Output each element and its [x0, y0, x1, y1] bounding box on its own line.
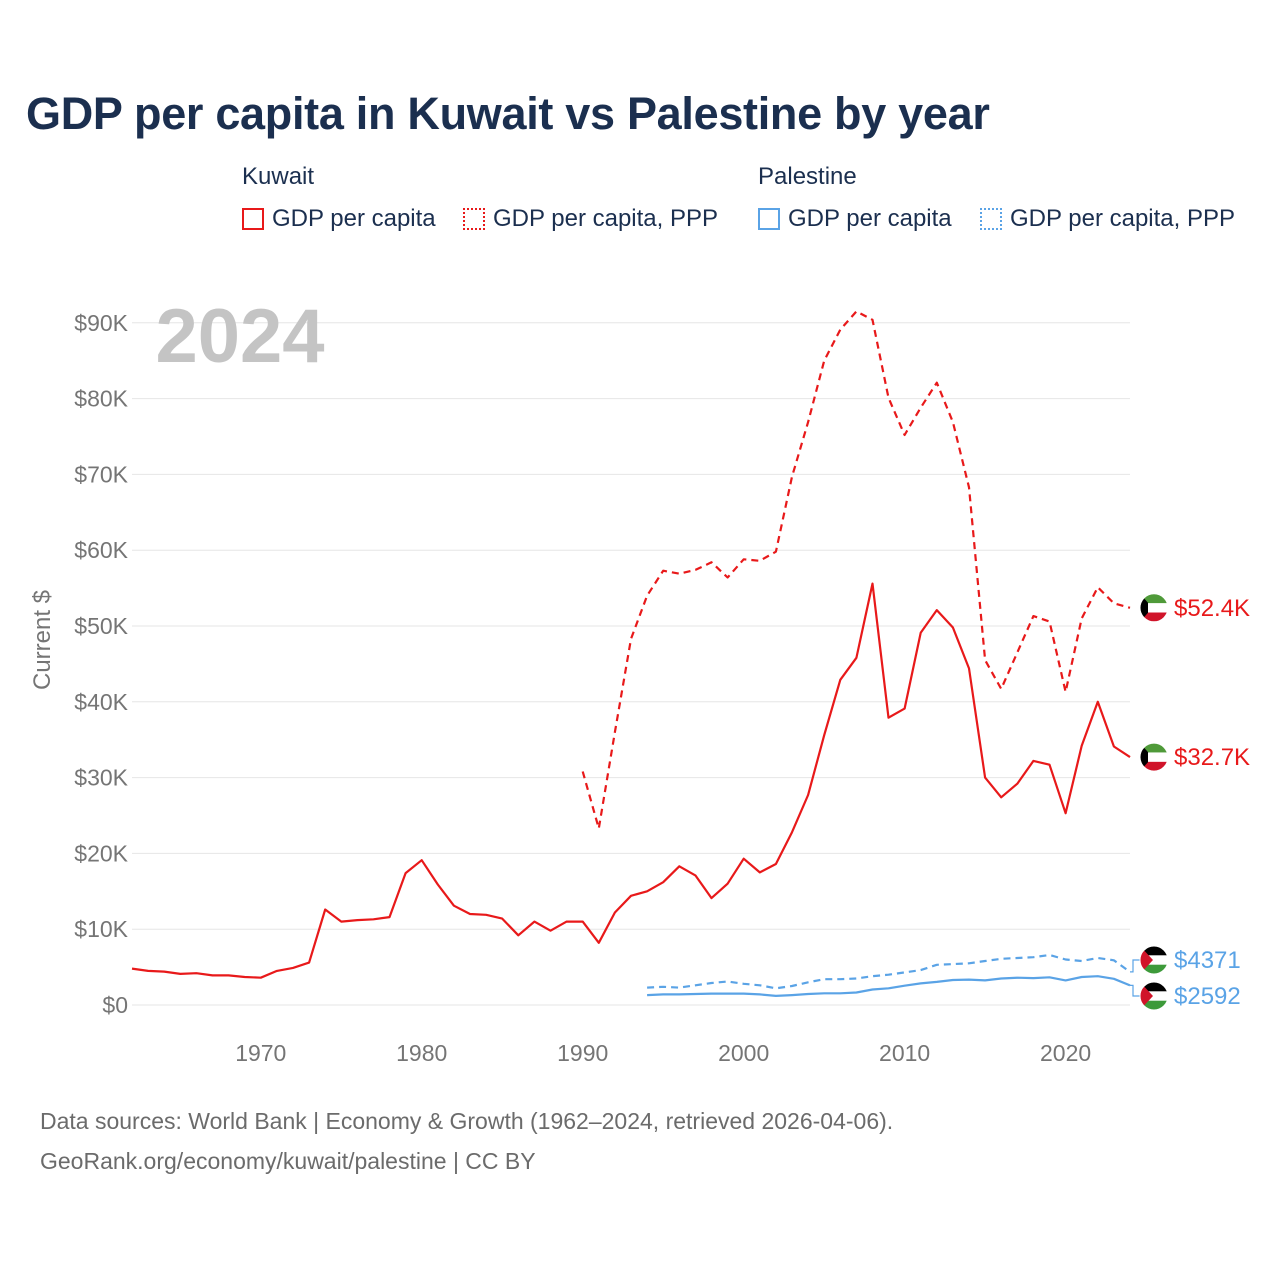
y-tick-label: $90K [74, 310, 128, 336]
chart-title: GDP per capita in Kuwait vs Palestine by… [26, 88, 990, 139]
end-marker-palestine: $2592 [1130, 981, 1241, 1011]
flag-ring [1139, 945, 1169, 975]
end-marker-kuwait: $32.7K [1139, 742, 1250, 772]
series-lines [131, 310, 1131, 998]
x-tick-label: 1980 [396, 1040, 447, 1066]
series-line-kuwait [131, 582, 1131, 979]
y-tick-label: $30K [74, 765, 128, 791]
palestine-flag-icon [1140, 982, 1168, 1010]
leader-line [1130, 984, 1140, 997]
flag-ring [1139, 981, 1169, 1011]
end-value-label: $32.7K [1174, 744, 1250, 771]
x-tick-label: 1970 [235, 1040, 286, 1066]
end-value-label: $2592 [1174, 983, 1241, 1010]
leader-line [1130, 959, 1140, 973]
y-tick-label: $70K [74, 461, 128, 487]
x-tick-label: 1990 [557, 1040, 608, 1066]
legend-item-palestine-gdp-ppp[interactable]: GDP per capita, PPP [980, 205, 1235, 233]
y-tick-label: $10K [74, 916, 128, 942]
series-line-palestine [647, 975, 1131, 998]
flag-ring [1139, 593, 1169, 623]
series-line-palestine-ppp [647, 953, 1131, 990]
x-axis-ticks: 1970 1980 1990 2000 2010 2020 [235, 1040, 1091, 1066]
legend-item-kuwait-gdp[interactable]: GDP per capita [242, 205, 436, 233]
y-axis-label: Current $ [29, 590, 56, 690]
legend-item-palestine-gdp[interactable]: GDP per capita [758, 205, 952, 233]
end-value-label: $4371 [1174, 947, 1241, 974]
series-line-kuwait-ppp [581, 310, 1131, 830]
y-tick-label: $80K [74, 386, 128, 412]
y-tick-label: $40K [74, 689, 128, 715]
x-tick-label: 2010 [879, 1040, 930, 1066]
y-tick-label: $20K [74, 840, 128, 866]
legend-label: GDP per capita [788, 205, 952, 232]
legend-label: GDP per capita, PPP [493, 205, 718, 232]
end-marker-kuwait: $52.4K [1139, 593, 1250, 623]
legend-label: GDP per capita, PPP [1010, 205, 1235, 232]
y-tick-label: $50K [74, 613, 128, 639]
end-labels: $52.4K $32.7K $4371 $2592 [1130, 593, 1250, 1011]
legend-item-kuwait-gdp-ppp[interactable]: GDP per capita, PPP [463, 205, 718, 233]
footer-attribution: GeoRank.org/economy/kuwait/palestine | C… [40, 1148, 536, 1174]
legend-swatch-solid [242, 208, 264, 230]
x-tick-label: 2020 [1040, 1040, 1091, 1066]
end-value-label: $52.4K [1174, 595, 1250, 622]
end-marker-palestine: $4371 [1130, 945, 1241, 975]
flag-ring [1139, 742, 1169, 772]
year-watermark: 2024 [155, 294, 324, 379]
y-tick-label: $0 [102, 992, 128, 1018]
footer-sources: Data sources: World Bank | Economy & Gro… [40, 1108, 894, 1134]
grid-lines [132, 322, 1130, 1006]
legend-swatch-dotted [980, 208, 1002, 230]
legend-swatch-solid [758, 208, 780, 230]
legend-group-palestine: Palestine [758, 163, 857, 190]
palestine-flag-icon [1140, 946, 1168, 974]
legend-swatch-dotted [463, 208, 485, 230]
y-axis-ticks: $0 $10K $20K $30K $40K $50K $60K $70K $80K $90K [74, 310, 128, 1018]
legend-label: GDP per capita [272, 205, 436, 232]
y-tick-label: $60K [74, 537, 128, 563]
x-tick-label: 2000 [718, 1040, 769, 1066]
legend-group-kuwait: Kuwait [242, 163, 315, 190]
